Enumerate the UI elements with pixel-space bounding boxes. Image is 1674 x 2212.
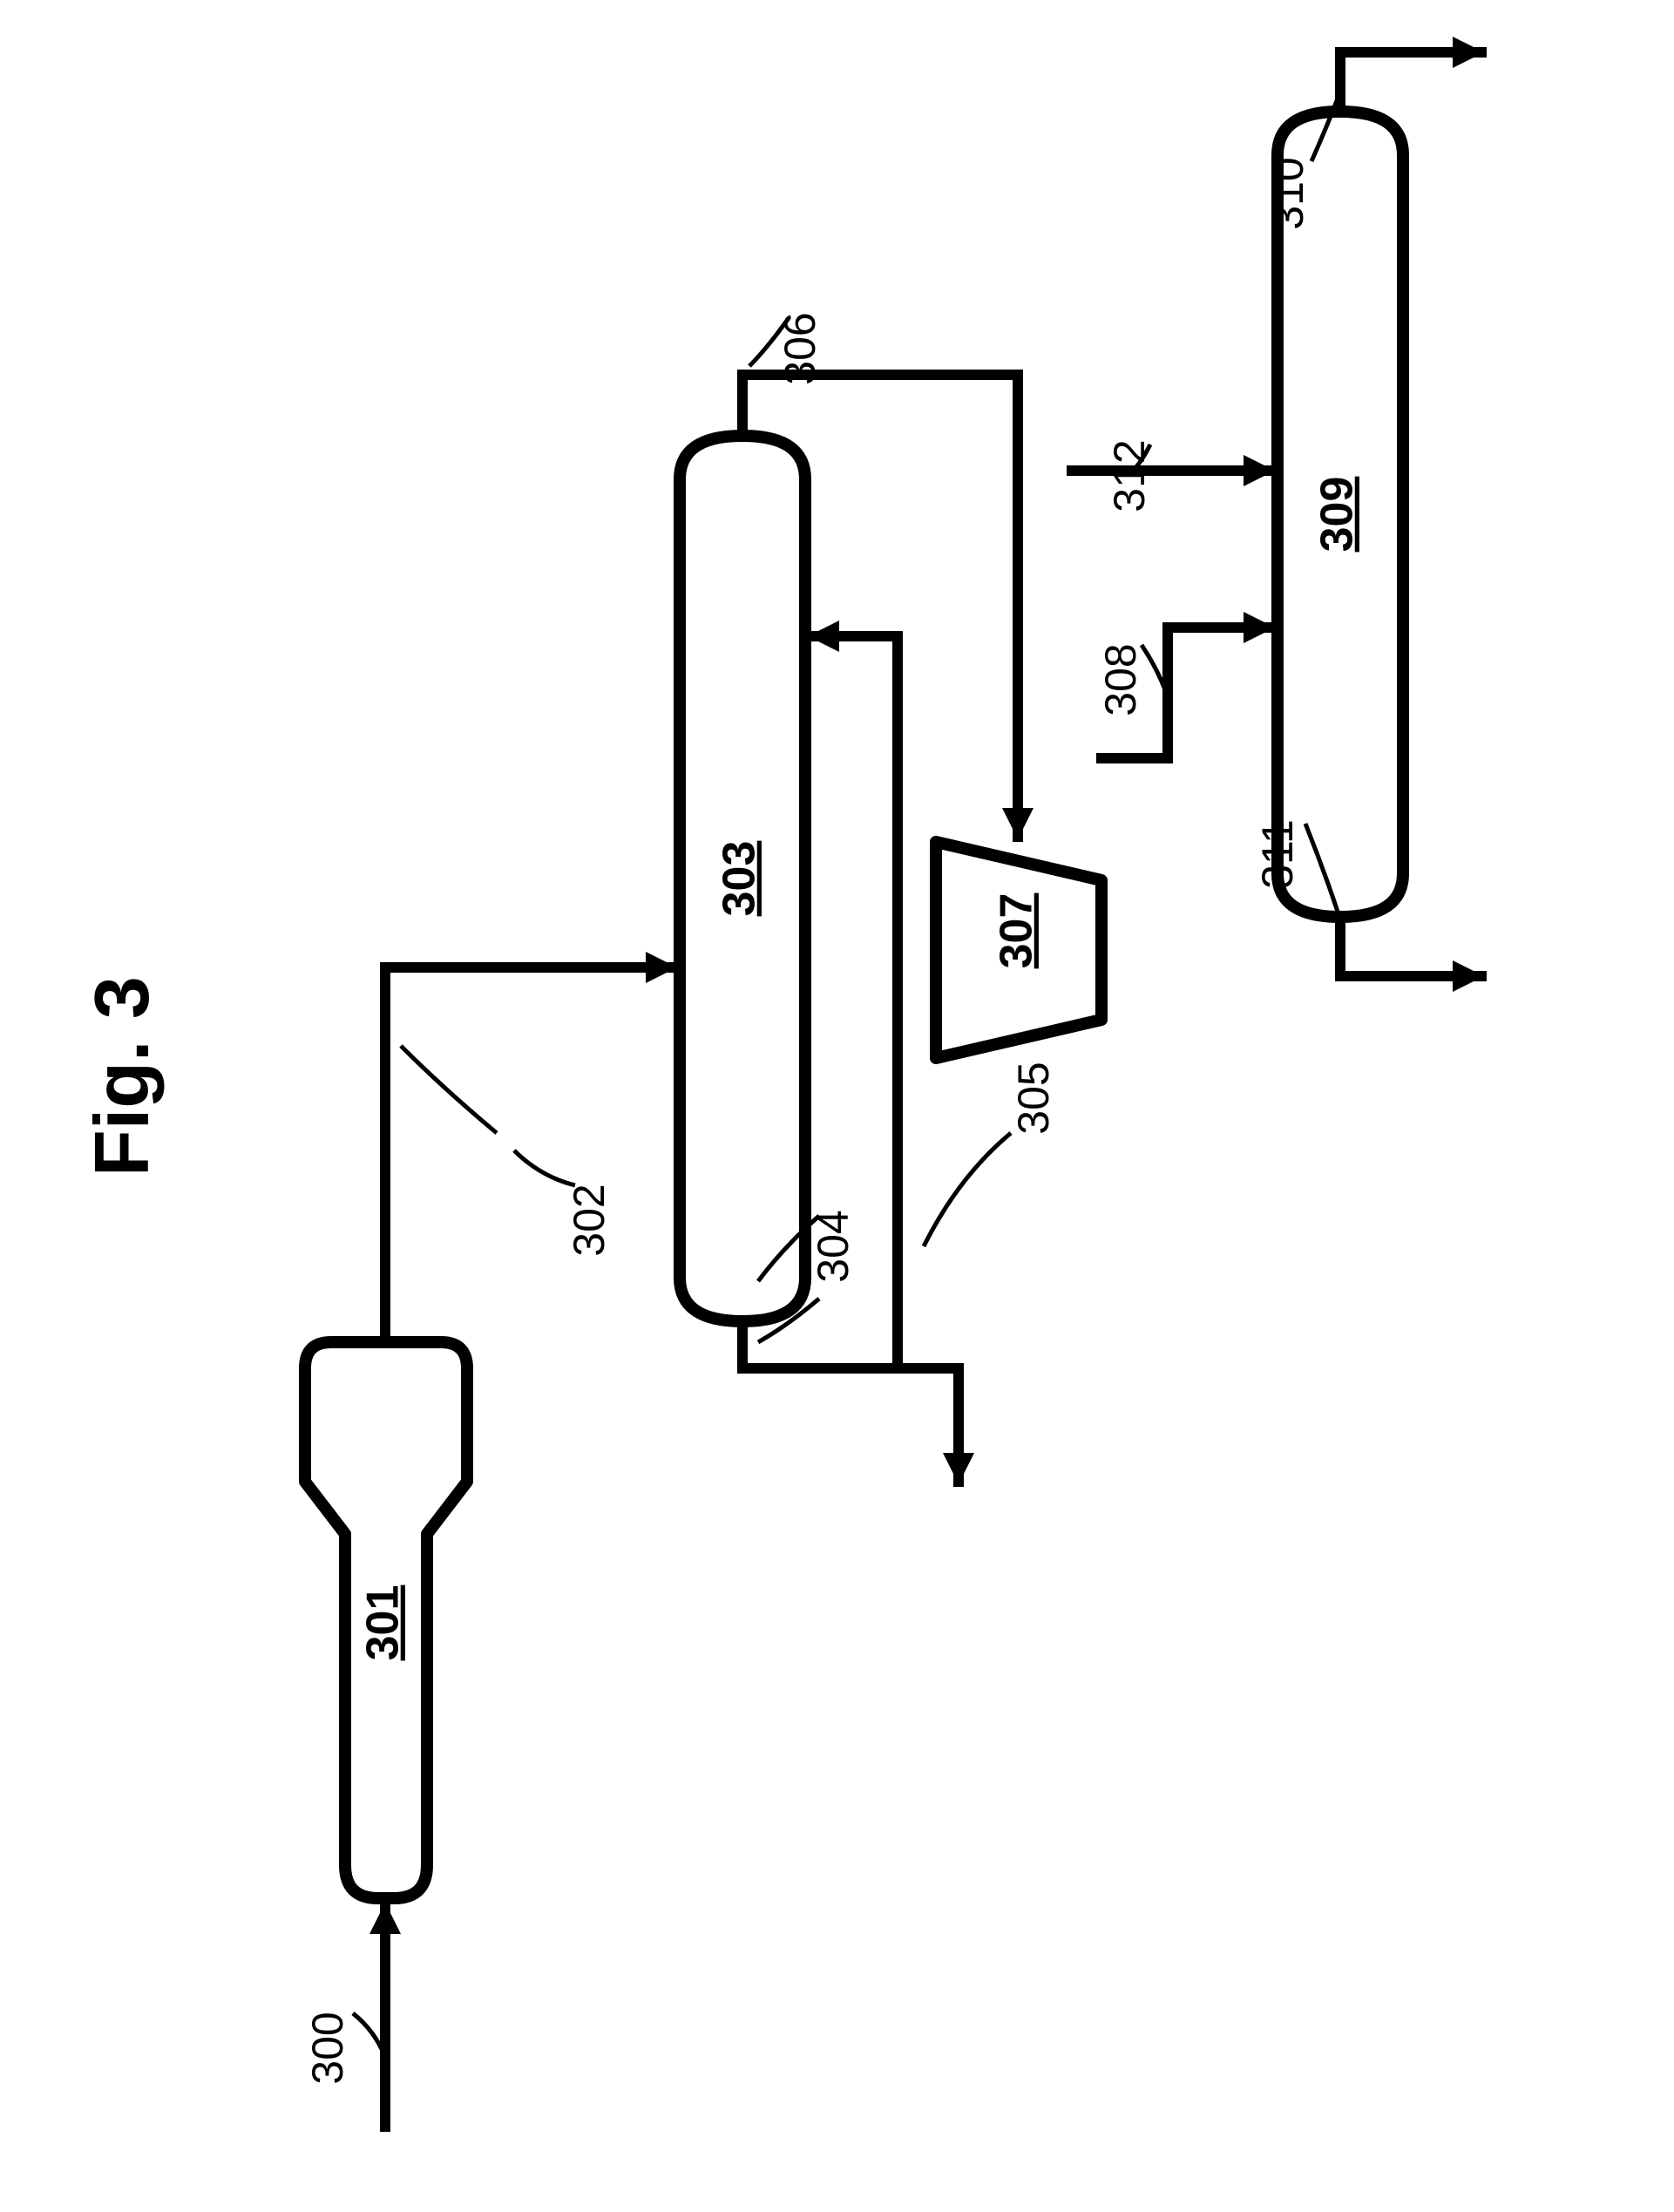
stream-label-308: 308 bbox=[1096, 643, 1145, 716]
node-label-303: 303 bbox=[715, 841, 765, 917]
node-label-307: 307 bbox=[992, 893, 1042, 969]
stream-label-311: 311 bbox=[1253, 819, 1302, 889]
flow-line bbox=[742, 1321, 959, 1482]
figure-title: Fig. 3 bbox=[78, 976, 165, 1177]
stream-label-302: 302 bbox=[565, 1184, 613, 1256]
node-label-309: 309 bbox=[1312, 477, 1363, 553]
flow-line bbox=[1340, 917, 1481, 976]
stream-label-300: 300 bbox=[303, 2012, 352, 2084]
stream-label-305: 305 bbox=[1009, 1062, 1058, 1134]
leader-line bbox=[401, 1046, 497, 1133]
flow-line bbox=[385, 967, 674, 1342]
stream-label-310: 310 bbox=[1264, 157, 1312, 229]
leader-line bbox=[924, 1133, 1011, 1246]
flow-line bbox=[1340, 52, 1481, 112]
node-label-301: 301 bbox=[358, 1585, 409, 1661]
leader-line bbox=[514, 1150, 575, 1185]
